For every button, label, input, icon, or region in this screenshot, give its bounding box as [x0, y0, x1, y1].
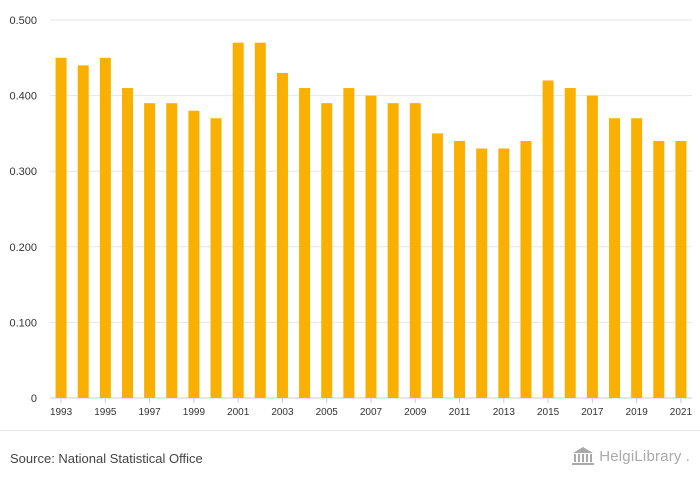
helgi-library-brand[interactable]: HelgiLibrary. — [571, 446, 690, 466]
bar — [387, 103, 399, 398]
y-tick-label: 0.200 — [9, 242, 37, 254]
y-tick-label: 0.500 — [9, 15, 37, 27]
brand-name: HelgiLibrary — [599, 447, 682, 465]
bar — [343, 88, 355, 398]
x-tick-label: 2017 — [581, 407, 604, 418]
bar — [542, 80, 554, 398]
bar — [210, 118, 222, 398]
y-tick-label: 0 — [31, 393, 37, 405]
bar — [431, 133, 443, 398]
source-note: Source: National Statistical Office — [10, 451, 203, 466]
bar — [276, 72, 288, 399]
bar — [144, 103, 156, 398]
x-tick-label: 2013 — [493, 407, 516, 418]
bar — [586, 95, 598, 398]
x-tick-label: 2011 — [449, 407, 471, 418]
brand-suffix: . — [685, 447, 690, 465]
bar — [254, 42, 266, 399]
bar — [166, 103, 178, 398]
bar — [365, 95, 377, 398]
bar — [409, 103, 421, 398]
x-tick-label: 2001 — [227, 407, 250, 418]
y-tick-label: 0.300 — [9, 166, 37, 178]
bar — [609, 118, 621, 398]
x-tick-label: 2005 — [316, 407, 339, 418]
y-tick-label: 0.100 — [9, 317, 37, 329]
y-tick-label: 0.400 — [9, 91, 37, 103]
bar — [476, 148, 488, 398]
bar — [653, 140, 665, 398]
library-building-icon — [572, 447, 595, 465]
bar — [188, 110, 200, 398]
x-tick-label: 2003 — [271, 407, 294, 418]
x-tick-label: 1995 — [94, 407, 117, 418]
bar-chart: 0 0.100 0.200 0.300 0.400 0.500 1993 1995 1997 19… — [9, 15, 693, 418]
bar — [232, 42, 244, 399]
bar — [675, 140, 687, 398]
chart-footer: Source: National Statistical Office Helg… — [0, 430, 700, 484]
bar — [520, 140, 532, 398]
bar — [454, 140, 466, 398]
bar — [498, 148, 510, 398]
x-tick-label: 2015 — [537, 407, 560, 418]
x-tick-label: 1993 — [50, 407, 73, 418]
bar — [99, 57, 111, 399]
x-tick-label: 2019 — [626, 407, 649, 418]
bar — [299, 88, 311, 398]
x-tick-label: 2009 — [404, 407, 427, 418]
bar — [77, 65, 89, 399]
x-tick-label: 1997 — [138, 407, 161, 418]
bar — [631, 118, 643, 398]
bar — [321, 103, 333, 398]
bar — [121, 88, 133, 398]
x-tick-label: 2021 — [670, 407, 693, 418]
x-tick-label: 2007 — [360, 407, 383, 418]
x-tick-label: 1999 — [183, 407, 206, 418]
bar — [564, 88, 576, 398]
bar — [55, 57, 67, 399]
